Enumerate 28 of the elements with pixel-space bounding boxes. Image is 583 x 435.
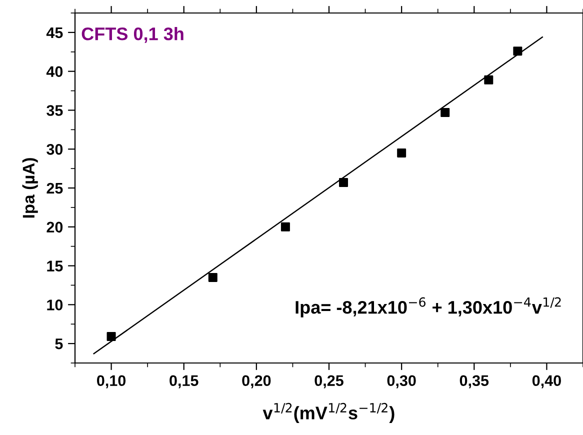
x-tick-label: 0,25 — [314, 375, 344, 388]
y-axis-title: Ipa (µA) — [22, 158, 38, 218]
x-tick-label: 0,20 — [242, 375, 271, 388]
y-tick-label: 15 — [47, 260, 63, 272]
y-tick-label: 45 — [46, 27, 63, 38]
annotation: CFTS 0,1 3h — [82, 27, 184, 43]
x-tick-label: 0,10 — [97, 375, 126, 388]
point — [280, 222, 290, 232]
x-tick-label: 0,35 — [460, 375, 489, 388]
x-tick-label: 0,30 — [387, 375, 416, 388]
point — [440, 108, 450, 118]
y-tick-label: 35 — [46, 105, 63, 116]
annotation: Ipa= -8,21x10$^{−6}$ + 1,30x10$^{−4}$v$^{1/2}$ — [296, 297, 561, 318]
point — [339, 178, 348, 188]
point — [397, 148, 406, 158]
point — [513, 46, 522, 56]
y-tick-label: 40 — [46, 66, 63, 78]
point — [484, 75, 494, 84]
y-tick-label: 10 — [47, 300, 63, 310]
y-tick-label: 25 — [46, 182, 63, 194]
point — [106, 332, 116, 342]
x-tick-label: 0,40 — [532, 375, 561, 388]
x-axis-title: v$^{1/2}$(mV$^{1/2}$s$^{−1/2}$) — [262, 402, 394, 423]
y-tick-label: 5 — [55, 338, 63, 350]
x-tick-label: 0,15 — [170, 375, 198, 388]
y-tick-label: 20 — [46, 222, 63, 233]
point — [208, 272, 218, 282]
y-tick-label: 30 — [46, 144, 63, 155]
